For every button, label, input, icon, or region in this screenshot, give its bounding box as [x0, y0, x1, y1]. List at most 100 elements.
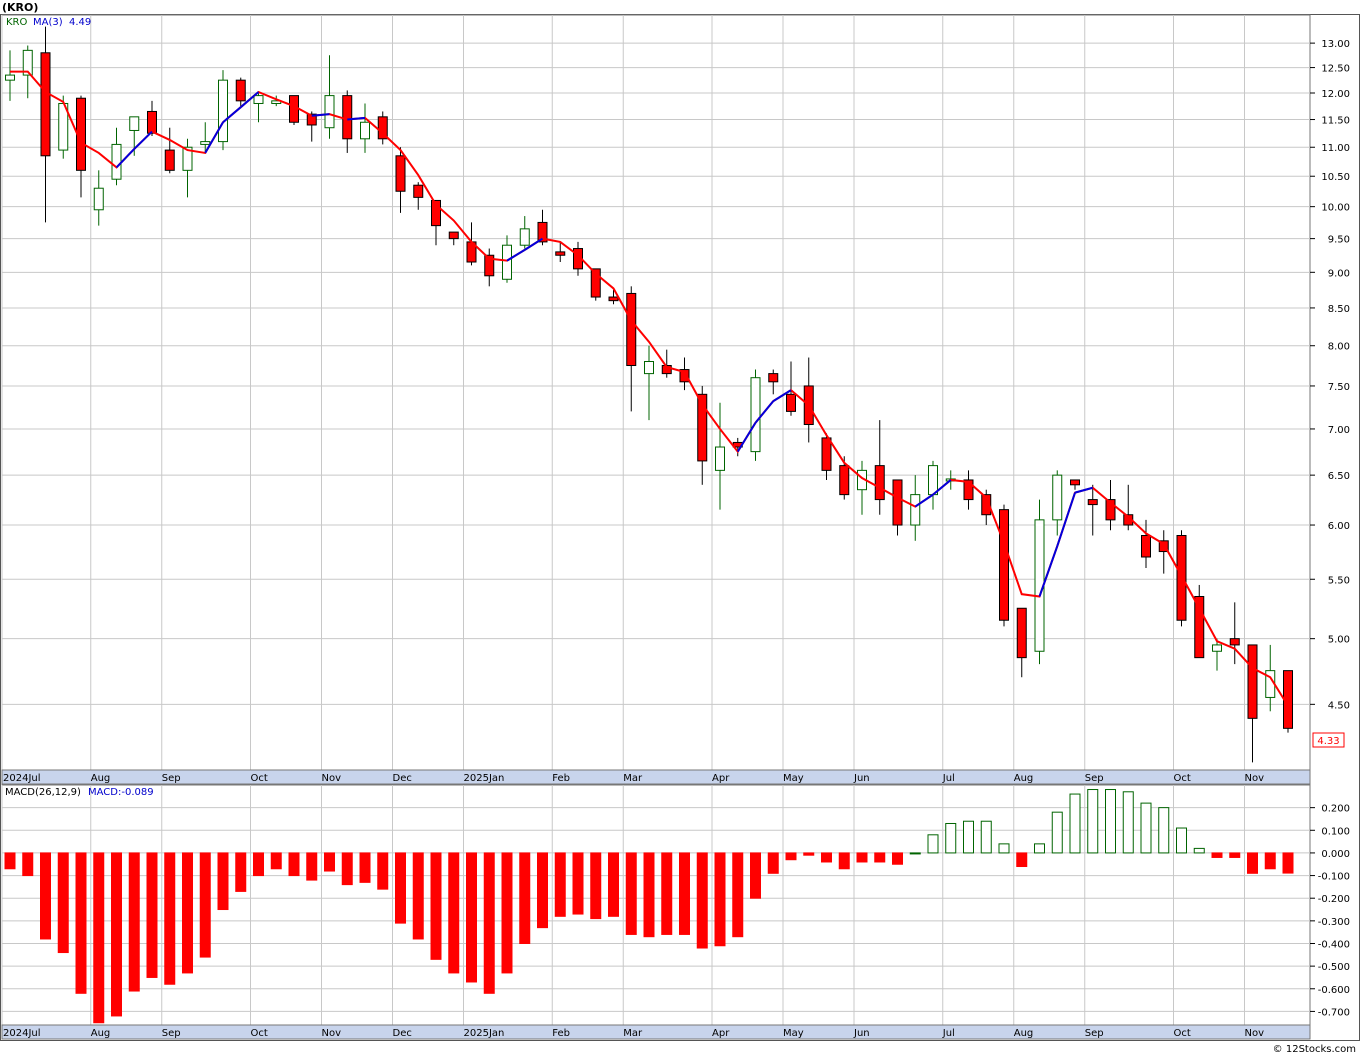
candle	[1105, 479, 1116, 531]
candle	[768, 369, 779, 395]
macd-x-tick-label: 2025Jan	[464, 1028, 505, 1039]
price-x-tick-label: May	[783, 773, 804, 784]
candle-body-down	[448, 231, 459, 240]
price-y-tick-label: 10.50	[1321, 172, 1350, 183]
ma3-segment-up	[311, 113, 330, 117]
price-x-tick-label: Oct	[1174, 773, 1191, 784]
price-y-tick-label: 5.50	[1328, 575, 1350, 586]
macd-bar-negative	[341, 852, 353, 886]
candle	[271, 95, 282, 107]
price-x-tick-label: Aug	[91, 773, 111, 784]
macd-bar-negative	[661, 852, 673, 935]
macd-x-tick-label: Nov	[322, 1028, 342, 1039]
last-price-badge: 4.33	[1312, 732, 1345, 748]
macd-bar-positive	[963, 820, 974, 854]
macd-value-label: MACD:-0.089	[88, 787, 154, 798]
ma3-segment-up	[133, 130, 153, 150]
candle	[1176, 530, 1187, 627]
candle-body-down	[1070, 479, 1080, 486]
candle-body-up	[253, 95, 264, 104]
ma3-segment-up	[1038, 545, 1059, 597]
macd-bar-negative	[430, 852, 442, 960]
candle-body-up	[129, 116, 140, 131]
macd-x-tick-label: Nov	[1245, 1028, 1265, 1039]
price-y-axis: 4.50 5.00 5.50 6.00 6.50 7.00 7.50 8.00 8.50 9.00…	[1310, 39, 1350, 711]
candle-body-down	[839, 465, 850, 496]
candle	[413, 182, 424, 210]
candle	[377, 111, 388, 145]
price-x-tick-label: Dec	[393, 773, 412, 784]
macd-bar-negative	[1264, 852, 1276, 870]
candle	[289, 95, 299, 125]
macd-bar-negative	[750, 852, 761, 899]
chart-title: (KRO)	[2, 1, 38, 14]
macd-bar-negative	[483, 852, 495, 994]
candle	[253, 93, 264, 123]
macd-bar-negative	[1016, 852, 1028, 868]
candle-body-down	[697, 393, 708, 462]
candle-body-down	[395, 155, 406, 192]
candle	[1141, 519, 1151, 569]
candle	[1034, 499, 1045, 665]
macd-x-tick-label: Oct	[251, 1028, 268, 1039]
candle	[1070, 479, 1080, 490]
macd-bar-negative	[874, 852, 886, 863]
macd-bar-negative	[40, 852, 51, 940]
price-x-tick-label: Jul	[942, 773, 955, 784]
candle-body-down	[608, 296, 619, 302]
candle-body-up	[502, 244, 512, 280]
macd-bar-negative	[395, 852, 406, 924]
macd-x-tick-label: Aug	[91, 1028, 111, 1039]
macd-bar-negative	[608, 852, 619, 917]
candle-body-down	[537, 221, 548, 243]
candle	[999, 504, 1009, 627]
legend-ma: MA(3)	[33, 17, 63, 28]
macd-bar-positive	[1034, 843, 1045, 854]
macd-x-tick-label: Feb	[552, 1028, 570, 1039]
price-y-tick-label: 9.50	[1328, 235, 1350, 246]
macd-bar-negative	[57, 852, 69, 954]
macd-bar-negative	[164, 852, 176, 985]
ma3-segment-up	[222, 106, 242, 124]
price-y-tick-label: 4.50	[1328, 700, 1350, 711]
macd-y-tick-label: 0.100	[1321, 826, 1350, 837]
macd-y-tick-label: -0.500	[1318, 962, 1350, 973]
price-x-axis-bar	[1, 769, 1311, 785]
price-y-tick-label: 11.50	[1321, 116, 1350, 127]
candle	[431, 199, 441, 246]
macd-panel: 0.200 0.100 0.000 -0.100 -0.200 -0.300 -0.400 -…	[1, 784, 1350, 1026]
macd-y-tick-label: -0.700	[1318, 1007, 1350, 1018]
candle-body-up	[1052, 474, 1063, 521]
macd-bars	[4, 789, 1294, 1024]
macd-bar-negative	[803, 852, 815, 856]
candle	[874, 420, 885, 515]
candle-body-down	[821, 437, 832, 471]
candle-body-up	[93, 187, 104, 211]
candle-body-down	[981, 494, 992, 516]
macd-bar-negative	[4, 852, 16, 870]
candle	[58, 95, 69, 159]
candle	[448, 231, 459, 246]
candle-body-down	[164, 149, 175, 171]
macd-bar-negative	[554, 852, 566, 917]
candle	[644, 345, 654, 421]
candle	[360, 103, 370, 153]
candle-body-down	[431, 199, 441, 227]
candle	[395, 147, 406, 213]
price-y-tick-label: 8.50	[1328, 304, 1350, 315]
candle	[981, 489, 992, 526]
candle-body-up	[324, 95, 335, 129]
ma3-line-up	[115, 91, 1094, 597]
price-x-tick-label: 2025Jan	[464, 773, 505, 784]
candle	[1052, 470, 1063, 536]
legend-symbol: KRO	[6, 17, 28, 28]
macd-x-tick-label: Mar	[623, 1028, 643, 1039]
macd-y-tick-label: -0.200	[1318, 894, 1350, 905]
macd-x-tick-label: Aug	[1014, 1028, 1034, 1039]
ma3-segment-up	[204, 121, 224, 154]
candle	[1158, 530, 1169, 574]
candle-body-up	[200, 141, 211, 145]
candle	[786, 361, 796, 416]
macd-bar-negative	[199, 852, 211, 958]
candle	[519, 216, 530, 249]
